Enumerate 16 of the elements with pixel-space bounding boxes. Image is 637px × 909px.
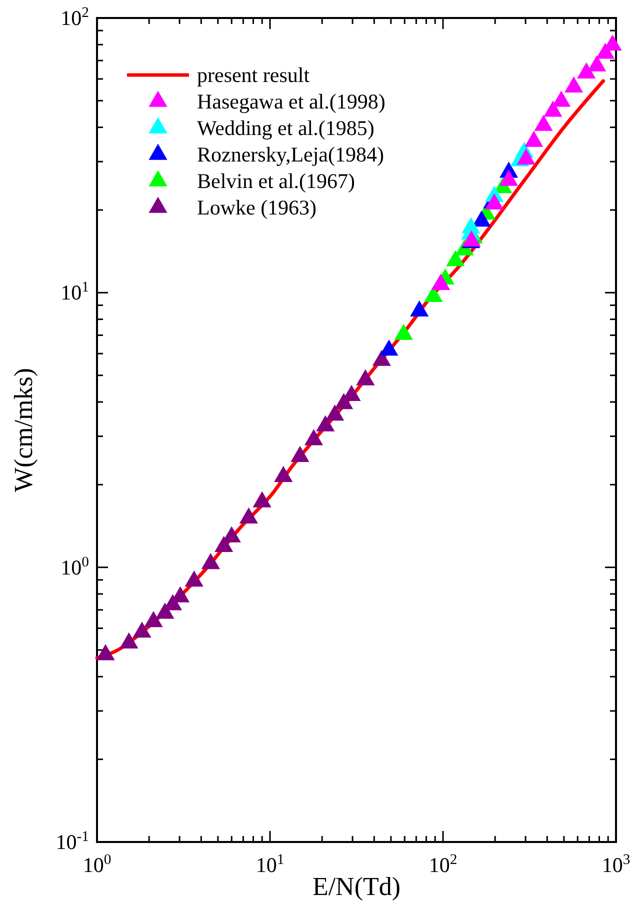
x-tick-label: 10$^{3}$ — [602, 852, 630, 877]
y-axis-title: W(cm/mks) — [9, 368, 38, 492]
y-tick-label: 10$^{0}$ — [60, 554, 89, 580]
legend-label: Roznersky,Leja(1984) — [197, 142, 384, 166]
x-tick-label: 10$^{0}$ — [82, 852, 112, 877]
x-tick-label: 10$^{2}$ — [428, 852, 458, 877]
legend-label: Wedding et al.(1985) — [197, 116, 374, 140]
x-tick-label: 10$^{1}$ — [256, 852, 284, 877]
legend-label: Lowke (1963) — [197, 196, 317, 220]
x-axis-title: E/N(Td) — [312, 872, 401, 901]
y-tick-label: 10$^{2}$ — [60, 5, 89, 30]
y-tick-label: 10$^{1}$ — [60, 280, 89, 305]
y-tick-label: 10$^{-1}$ — [56, 829, 89, 854]
legend-label: present result — [197, 63, 310, 87]
legend-label: Belvin et al.(1967) — [197, 169, 356, 193]
legend-label: Hasegawa et al.(1998) — [197, 90, 386, 114]
